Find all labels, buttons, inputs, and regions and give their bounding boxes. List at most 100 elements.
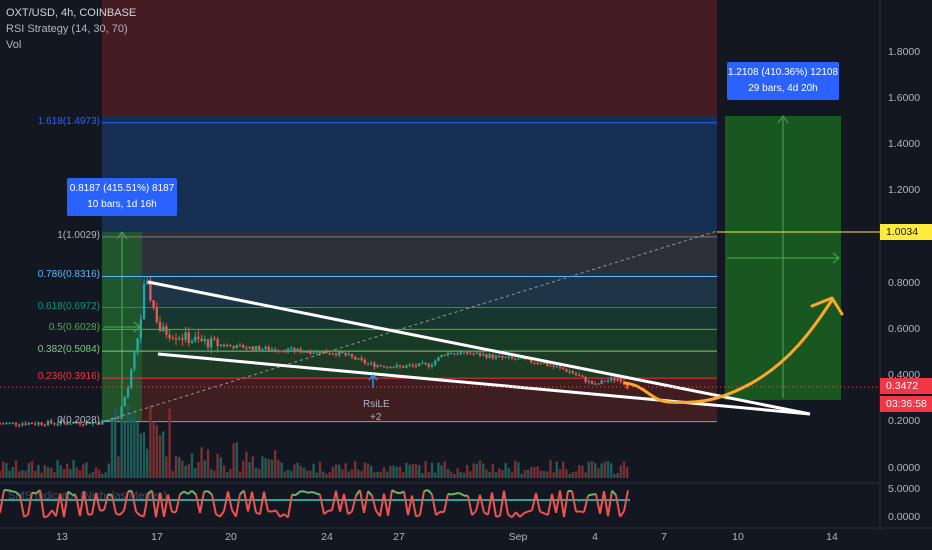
volume-bar [402,472,405,478]
volume-bar [482,463,485,478]
indicator-segment [563,490,569,518]
candle [418,363,421,367]
strategy-label[interactable]: RSI Strategy (14, 30, 70) [6,23,128,35]
signal-count: +2 [370,412,382,423]
candle [162,326,165,332]
candle [53,423,56,425]
measure-left-box: 0.8187 (415.51%) 8187 10 bars, 1d 16h [67,178,177,216]
volume-bar [18,471,21,478]
volume-bar [549,460,552,478]
candle [0,423,2,425]
volume-bar [162,431,165,478]
indicator-segment [99,509,105,512]
indicator-segment [491,492,497,517]
candle [56,423,59,425]
volume-bar [507,468,510,478]
indicator-segment [347,510,353,515]
indicator-segment [523,510,529,515]
indicator-segment [595,493,601,515]
candle [14,422,18,425]
candle [382,366,386,368]
candle [210,338,213,348]
candle [328,353,331,355]
indicator-tick-top: 5.0000 [888,483,921,495]
candle [472,353,475,355]
symbol-title[interactable]: OXT/USD, 4h, COINBASE [6,7,137,19]
indicator-segment [599,490,605,515]
volume-bar [261,456,264,478]
fib-zone-upper [102,0,717,116]
indicator-segment [151,490,157,518]
price-tag-fib: 1.0034 [880,224,932,240]
candle [30,422,34,424]
candle [434,360,437,365]
candle [398,365,402,367]
volume-bar [562,461,565,478]
indicator-segment [359,489,365,514]
fib-anchor-diagonal [104,230,718,422]
candle [75,422,78,424]
time-axis-tick: 14 [826,531,838,543]
candle [181,338,184,340]
candle [152,300,155,308]
volume-bar [158,435,162,478]
volume-bar [322,471,325,478]
volume-bar [427,472,430,478]
countdown-tag: 03:36:58 [880,396,932,412]
candle [187,332,190,343]
volume-bar [434,472,437,478]
indicator-segment [303,490,309,494]
candle [238,344,242,346]
volume-bar [302,467,306,478]
candle [126,387,130,398]
candle [437,357,440,361]
candle [549,365,552,367]
volume-bar [94,467,98,478]
price-axis-tick: 1.4000 [888,138,921,151]
candle [370,363,373,365]
indicator-segment [307,490,313,494]
volume-bar [210,469,213,478]
volume-bar [450,471,453,478]
volume-bar [309,470,312,478]
candle [315,351,318,353]
volume-bar [14,460,18,478]
volume-bar [50,467,53,478]
measure-left-line1: 0.8187 (415.51%) 8187 [69,183,175,194]
volume-label[interactable]: Vol [6,39,22,51]
candle [322,351,325,354]
candle [414,365,418,367]
candle [616,379,619,381]
indicator-segment [39,490,45,518]
candle [389,366,392,369]
candle [168,334,171,338]
candle [350,354,354,357]
volume-bar [194,468,197,478]
candle [600,380,603,384]
indicator-segment [79,491,85,517]
indicator-label[interactable]: SMS Indicator (Nicholas Merten) [8,490,167,502]
time-axis-tick: 27 [393,531,405,543]
volume-bar [542,471,546,478]
measure-right-harrowhead [832,252,840,264]
volume-bar [597,468,600,478]
candle [37,422,40,425]
candle [283,350,286,353]
candle [171,337,174,339]
fib-zone-500 [102,327,717,349]
indicator-segment [315,492,321,496]
candle [421,362,424,364]
indicator-segment [59,494,65,518]
volume-bar [197,461,200,478]
candle [88,421,91,424]
candle [597,383,600,385]
candle [286,348,290,353]
indicator-segment [83,491,89,515]
indicator-segment [219,510,225,518]
volume-bar [62,468,66,478]
volume-bar [91,471,94,478]
indicator-segment [467,495,473,516]
volume-bar [219,457,222,478]
candle [149,280,152,301]
